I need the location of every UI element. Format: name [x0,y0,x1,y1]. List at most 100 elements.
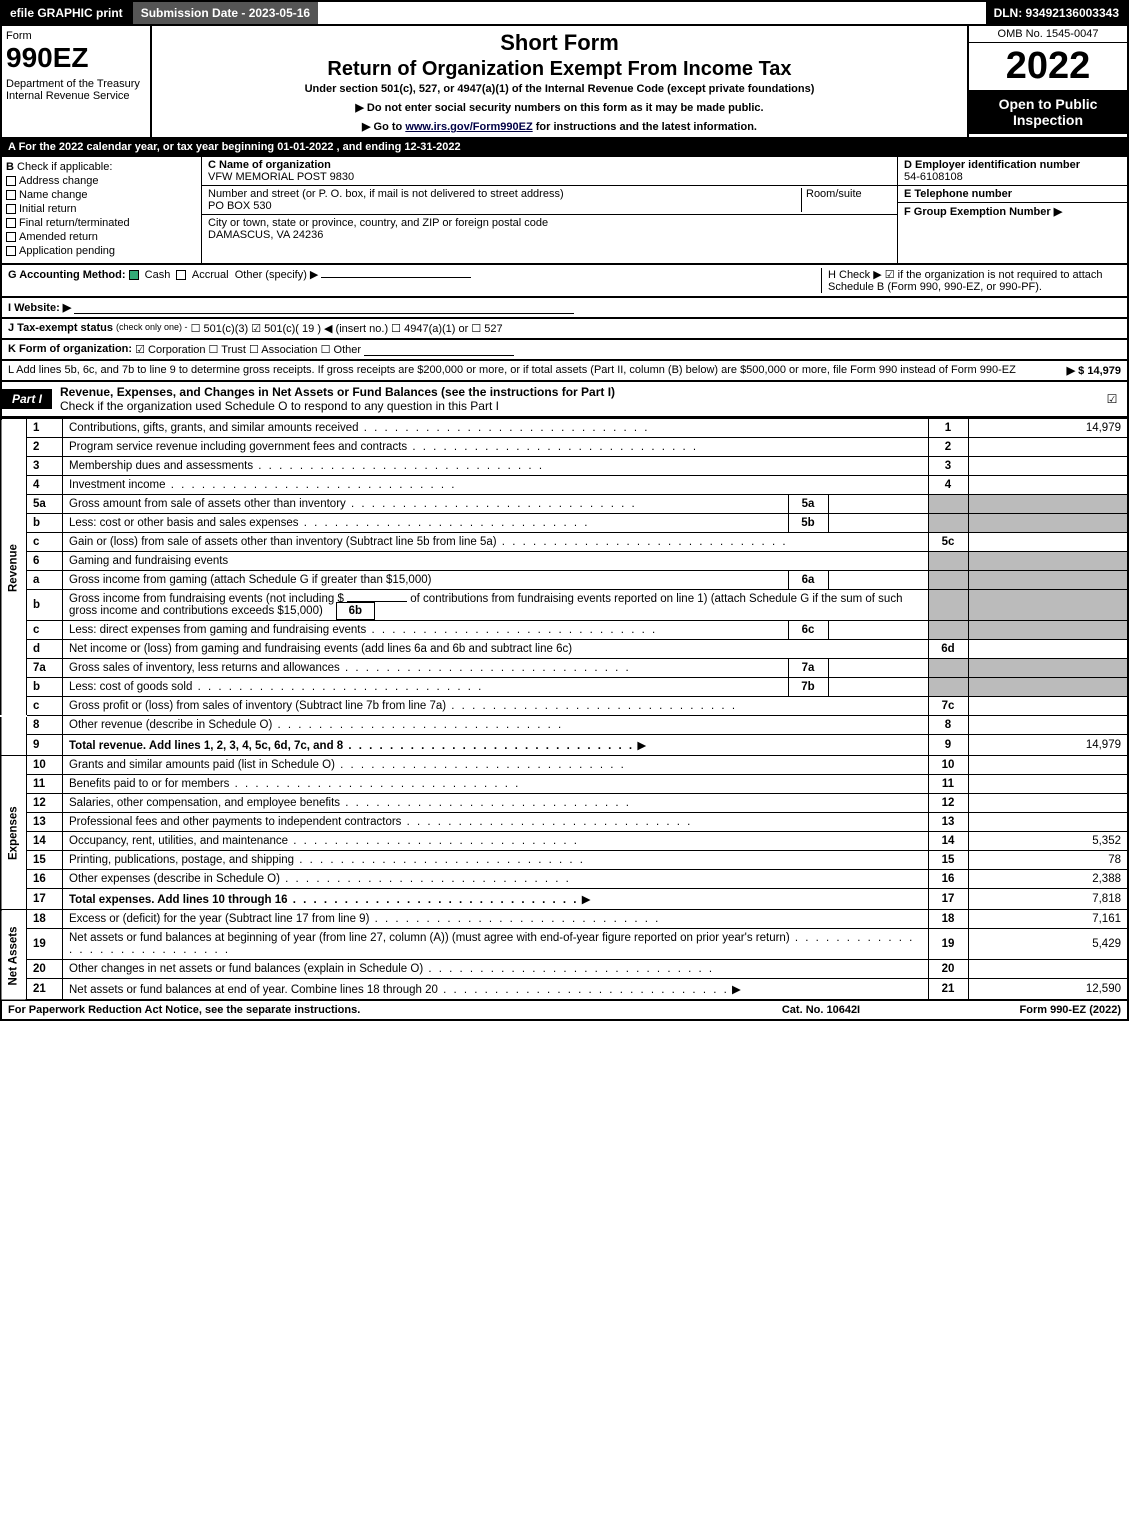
l6b-ln-shade [928,590,968,621]
lbl-other: Other (specify) ▶ [235,269,319,281]
form-subtitle: Under section 501(c), 527, or 4947(a)(1)… [160,83,959,95]
efile-label[interactable]: efile GRAPHIC print [2,2,131,24]
h-schedule-b: H Check ▶ ☑ if the organization is not r… [821,268,1121,293]
l10-desc: Grants and similar amounts paid (list in… [69,759,626,771]
l11-num: 11 [27,775,63,794]
l20-num: 20 [27,960,63,979]
col-b-checkboxes: B Check if applicable: Address change Na… [2,157,202,263]
l7a-subv [828,659,928,678]
l6a-amt-shade [968,571,1128,590]
part1-schedule-o-check[interactable]: ☑ [1097,392,1127,406]
chk-application-pending[interactable] [6,246,16,256]
l3-num: 3 [27,457,63,476]
l17-amt: 7,818 [968,889,1128,910]
tax-year: 2022 [969,43,1127,90]
l1-num: 1 [27,419,63,438]
chk-cash[interactable] [129,270,139,280]
footer-formref: Form 990-EZ (2022) [921,1004,1121,1016]
l7b-num: b [27,678,63,697]
l10-amt [968,756,1128,775]
l15-num: 15 [27,851,63,870]
footer-catno: Cat. No. 10642I [721,1004,921,1016]
l7a-ln-shade [928,659,968,678]
l20-amt [968,960,1128,979]
l18-ln: 18 [928,910,968,929]
l13-amt [968,813,1128,832]
l6-num: 6 [27,552,63,571]
chk-initial-return[interactable] [6,204,16,214]
l5c-amt [968,533,1128,552]
l13-desc: Professional fees and other payments to … [69,816,692,828]
c-name-value: VFW MEMORIAL POST 9830 [208,171,891,183]
side-revenue: Revenue [1,419,27,716]
l14-desc: Occupancy, rent, utilities, and maintena… [69,835,579,847]
l3-amt [968,457,1128,476]
lbl-cash: Cash [145,269,171,281]
l6d-amt [968,640,1128,659]
l14-amt: 5,352 [968,832,1128,851]
l4-ln: 4 [928,476,968,495]
l6-desc: Gaming and fundraising events [63,552,929,571]
l3-desc: Membership dues and assessments [69,460,544,472]
chk-amended-return[interactable] [6,232,16,242]
row-l-gross-receipts: L Add lines 5b, 6c, and 7b to line 9 to … [0,361,1129,382]
l6-ln-shade [928,552,968,571]
l18-desc: Excess or (deficit) for the year (Subtra… [69,913,660,925]
i-label: I Website: ▶ [8,301,71,314]
chk-name-change[interactable] [6,190,16,200]
l7a-num: 7a [27,659,63,678]
l9-desc: Total revenue. Add lines 1, 2, 3, 4, 5c,… [69,740,634,752]
l21-ln: 21 [928,979,968,1001]
l13-ln: 13 [928,813,968,832]
identity-section: B Check if applicable: Address change Na… [0,157,1129,265]
instr-goto: ▶ Go to www.irs.gov/Form990EZ for instru… [160,120,959,133]
footer-paperwork: For Paperwork Reduction Act Notice, see … [8,1004,721,1016]
lbl-name-change: Name change [19,189,88,201]
l1-ln: 1 [928,419,968,438]
instr-ssn: ▶ Do not enter social security numbers o… [160,101,959,114]
d-ein-value: 54-6108108 [904,171,1121,183]
l7c-num: c [27,697,63,716]
k-other-input[interactable] [364,343,514,356]
l6a-desc: Gross income from gaming (attach Schedul… [63,571,789,590]
l6b-amt-shade [968,590,1128,621]
chk-final-return[interactable] [6,218,16,228]
l2-num: 2 [27,438,63,457]
l5b-num: b [27,514,63,533]
col-def: D Employer identification number 54-6108… [897,157,1127,263]
part1-table: Revenue 1 Contributions, gifts, grants, … [0,418,1129,1001]
l6c-sub: 6c [788,621,828,640]
j-label: J Tax-exempt status [8,322,113,335]
c-room-label: Room/suite [801,188,891,212]
l13-num: 13 [27,813,63,832]
k-options: ☑ Corporation ☐ Trust ☐ Association ☐ Ot… [135,343,361,356]
l1-amt: 14,979 [968,419,1128,438]
l10-num: 10 [27,756,63,775]
e-phone-label: E Telephone number [904,188,1121,200]
website-input[interactable] [74,301,574,314]
l7b-subv [828,678,928,697]
chk-accrual[interactable] [176,270,186,280]
l5c-ln: 5c [928,533,968,552]
l6d-ln: 6d [928,640,968,659]
l12-ln: 12 [928,794,968,813]
other-specify-input[interactable] [321,277,471,278]
l7a-desc: Gross sales of inventory, less returns a… [69,662,631,674]
l7b-sub: 7b [788,678,828,697]
l6b-sub: 6b [336,602,375,620]
irs-link[interactable]: www.irs.gov/Form990EZ [405,121,532,133]
l7c-desc: Gross profit or (loss) from sales of inv… [69,700,737,712]
d-ein-label: D Employer identification number [904,159,1121,171]
chk-address-change[interactable] [6,176,16,186]
open-to-public: Open to Public Inspection [969,90,1127,134]
l2-amt [968,438,1128,457]
l5b-subv [828,514,928,533]
l7c-amt [968,697,1128,716]
header-right: OMB No. 1545-0047 2022 Open to Public In… [967,26,1127,137]
l5a-sub: 5a [788,495,828,514]
dln-label: DLN: 93492136003343 [986,2,1127,24]
l12-num: 12 [27,794,63,813]
row-j-tax-status: J Tax-exempt status (check only one) - ☐… [0,319,1129,340]
j-options: ☐ 501(c)(3) ☑ 501(c)( 19 ) ◀ (insert no.… [191,322,503,335]
c-city-value: DAMASCUS, VA 24236 [208,229,891,241]
